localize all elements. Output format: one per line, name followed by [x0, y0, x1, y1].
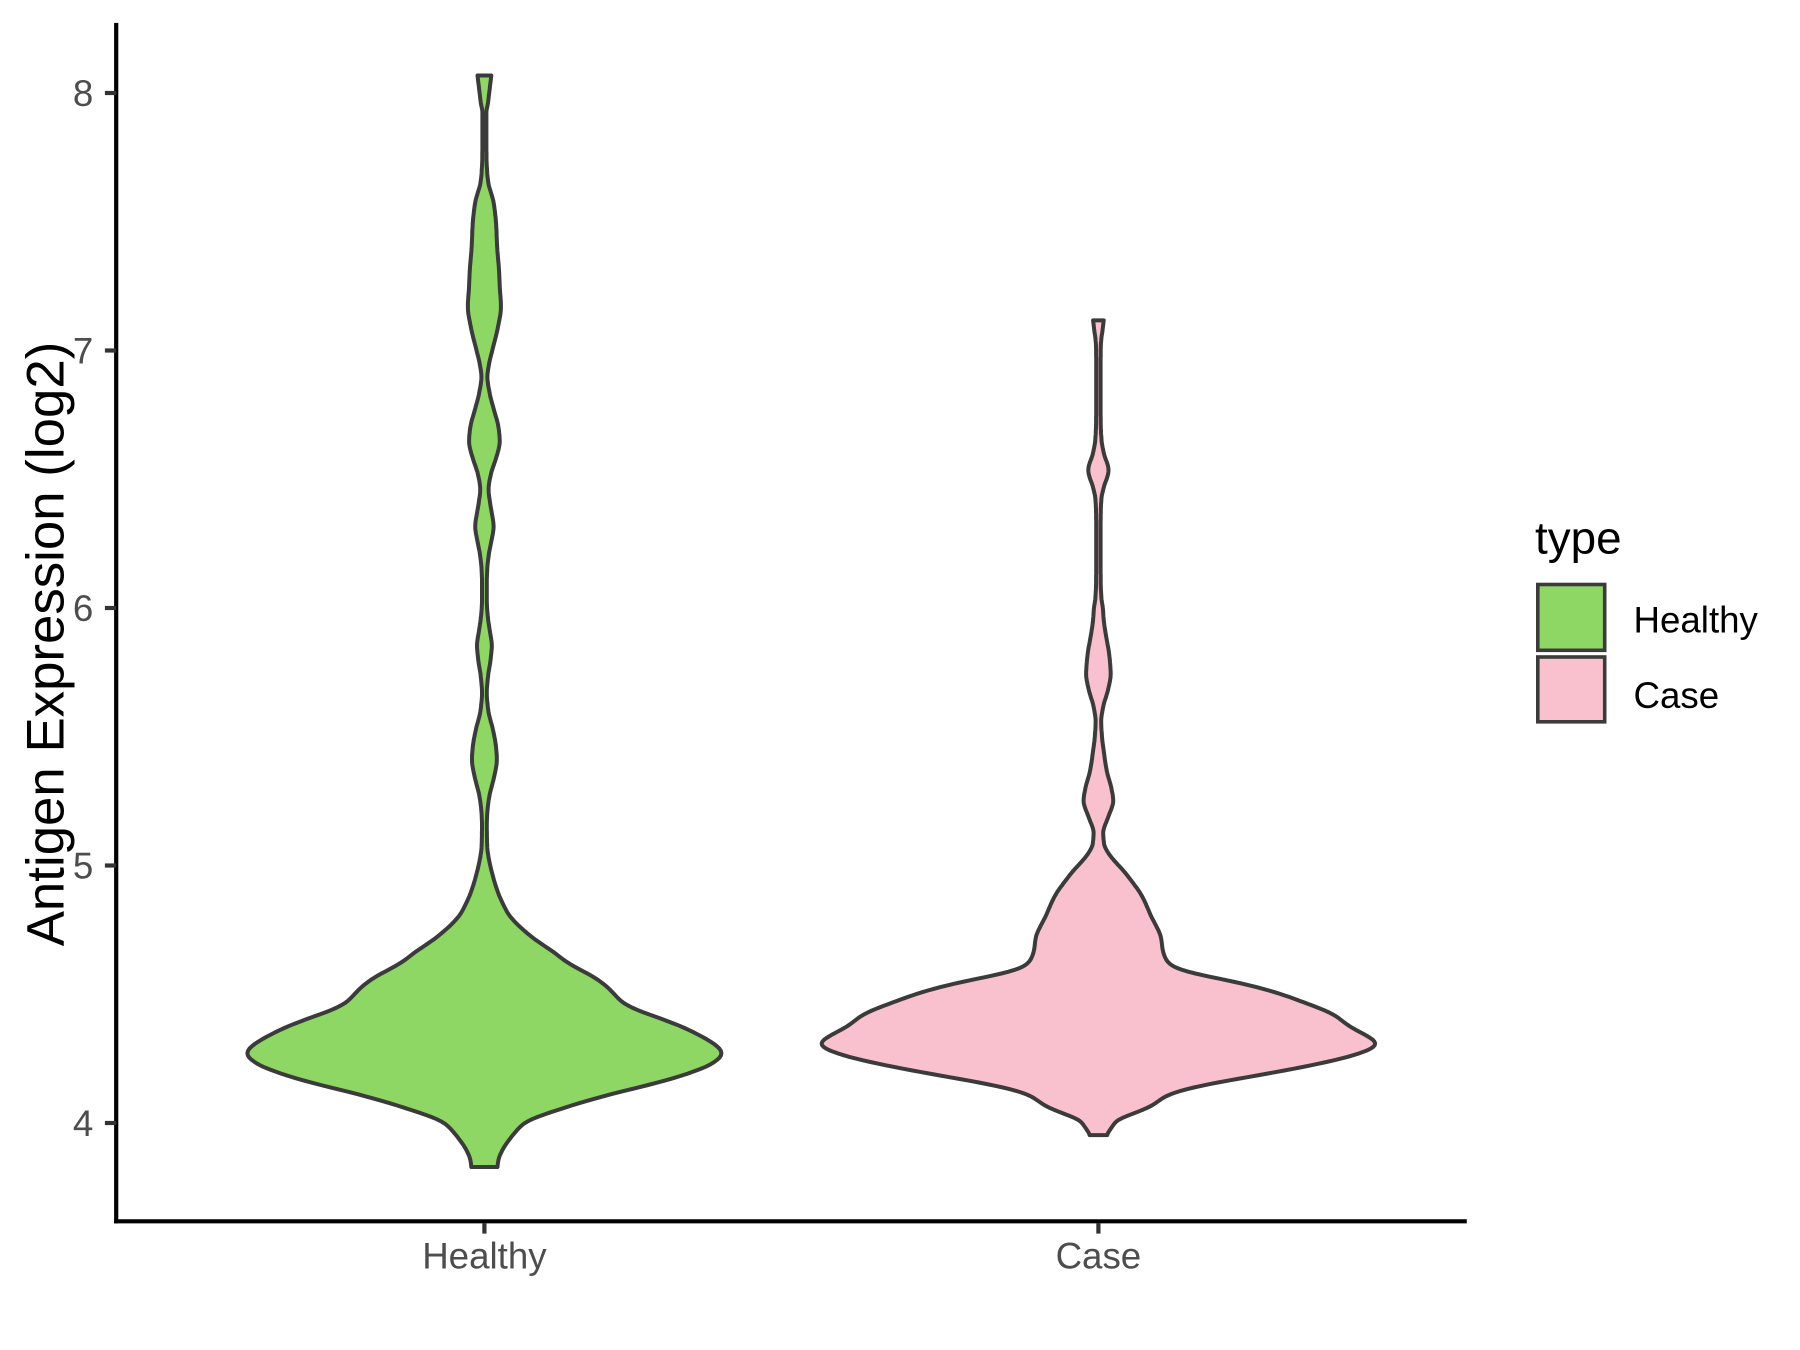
- svg-text:8: 8: [73, 73, 93, 114]
- svg-text:5: 5: [73, 846, 93, 887]
- svg-text:6: 6: [73, 588, 93, 629]
- svg-text:Antigen Expression (log2): Antigen Expression (log2): [17, 342, 76, 947]
- svg-text:Healthy: Healthy: [1634, 599, 1759, 640]
- svg-text:Case: Case: [1634, 675, 1720, 716]
- svg-text:7: 7: [73, 331, 93, 372]
- svg-text:type: type: [1535, 513, 1622, 564]
- svg-text:Healthy: Healthy: [422, 1235, 547, 1276]
- svg-text:Case: Case: [1056, 1235, 1142, 1276]
- svg-text:4: 4: [73, 1103, 93, 1144]
